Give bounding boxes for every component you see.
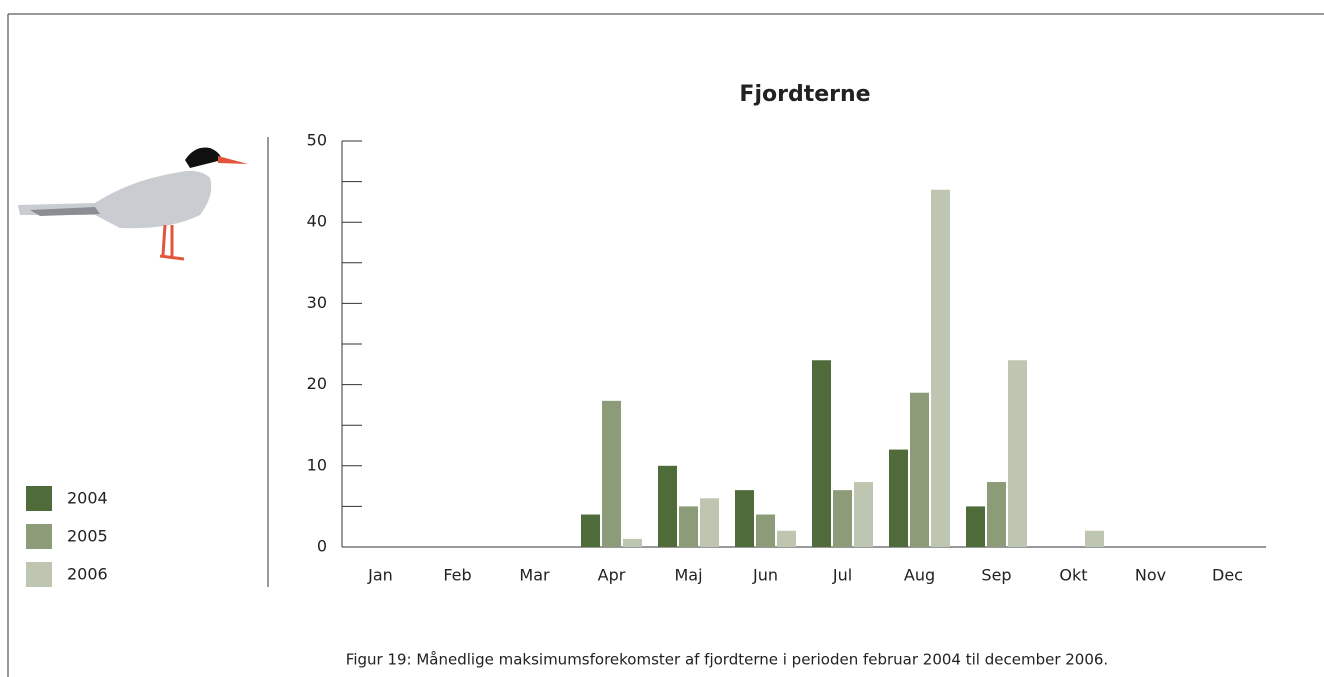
bar [581,515,600,547]
x-tick-label: Mar [519,566,550,585]
bar [756,515,775,547]
x-tick-label: Apr [598,566,626,585]
y-tick-label: 40 [307,212,327,231]
bar [602,401,621,547]
y-tick-label: 20 [307,374,327,393]
bar [679,506,698,547]
x-tick-label: Jul [832,566,852,585]
bar [931,190,950,547]
bar [812,360,831,547]
y-tick-label: 10 [307,455,327,474]
x-tick-label: Nov [1135,566,1166,585]
x-tick-label: Maj [674,566,702,585]
bar [987,482,1006,547]
legend-label: 2005 [67,527,108,546]
page: Fjordterne Figur 19: Månedlige maksimums… [0,0,1324,677]
x-tick-label: Dec [1212,566,1243,585]
y-tick-label: 30 [307,293,327,312]
bar [1008,360,1027,547]
y-tick-label: 0 [317,537,327,556]
legend-label: 2004 [67,489,108,508]
legend-swatch [26,486,52,511]
bar [966,506,985,547]
x-tick-label: Sep [981,566,1011,585]
x-tick-label: Jan [367,566,393,585]
bar [700,498,719,547]
bar [777,531,796,547]
chart-title: Fjordterne [739,82,870,107]
x-tick-label: Jun [752,566,778,585]
bar [910,393,929,547]
x-tick-label: Okt [1059,566,1087,585]
x-tick-label: Aug [904,566,935,585]
bird-illustration [18,148,248,260]
legend-swatch [26,524,52,549]
bar [1085,531,1104,547]
x-tick-label: Feb [443,566,471,585]
bar [833,490,852,547]
bar [623,539,642,547]
y-tick-label: 50 [307,131,327,150]
bar [854,482,873,547]
chart: Fjordterne Figur 19: Månedlige maksimums… [0,0,1324,677]
caption: Figur 19: Månedlige maksimumsforekomster… [346,651,1108,669]
bar [658,466,677,547]
legend-label: 2006 [67,565,108,584]
bar [889,450,908,547]
legend-swatch [26,562,52,587]
bar [735,490,754,547]
